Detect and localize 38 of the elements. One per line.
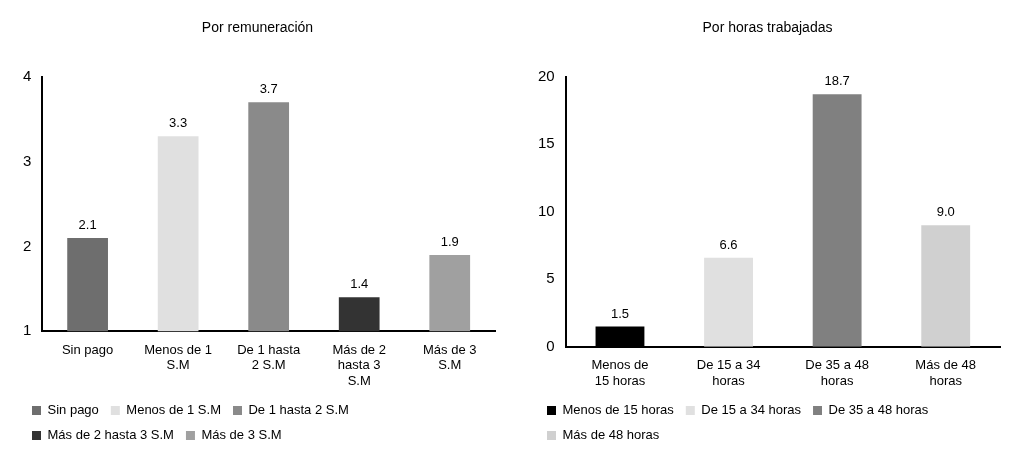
y-tick-label: 4 xyxy=(23,66,32,84)
data-label: 6.6 xyxy=(719,236,738,252)
x-tick-label: Menos de 15 horas xyxy=(591,357,649,388)
legend-label: Sin pago xyxy=(47,402,99,418)
legend-label: Más de 2 hasta 3 S.M xyxy=(47,427,174,443)
y-tick-label: 10 xyxy=(538,201,555,219)
chart-title: Por horas trabajadas xyxy=(702,19,833,36)
y-tick-label: 20 xyxy=(538,66,555,84)
x-tick-label: De 15 a 34 horas xyxy=(696,357,761,388)
legend-label: Menos de 1 S.M xyxy=(126,402,221,418)
data-label: 2.1 xyxy=(78,217,97,232)
y-tick-label: 15 xyxy=(538,134,555,152)
legend-label: Menos de 15 horas xyxy=(562,402,675,418)
y-tick-label: 2 xyxy=(23,236,32,254)
x-tick-label: Más de 48 horas xyxy=(915,357,977,388)
data-label: 3.7 xyxy=(259,81,278,97)
x-tick-label: Menos de 1 S.M xyxy=(144,341,213,373)
legend-label: De 1 hasta 2 S.M xyxy=(248,402,349,418)
x-tick-label: De 1 hasta 2 S.M xyxy=(237,341,301,373)
x-tick-label: Más de 2 hasta 3 S.M xyxy=(332,341,386,388)
legend-label: Más de 3 S.M xyxy=(201,427,282,443)
y-tick-label: 3 xyxy=(23,151,32,169)
data-label: 1.9 xyxy=(440,233,459,249)
data-label: 18.7 xyxy=(824,73,850,89)
x-tick-label: De 35 a 48 horas xyxy=(805,357,869,388)
x-tick-label: Más de 3 S.M xyxy=(422,341,477,373)
y-tick-label: 5 xyxy=(546,269,555,287)
data-label: 1.5 xyxy=(610,305,630,321)
y-tick-label: 0 xyxy=(546,336,555,354)
data-label: 1.4 xyxy=(350,276,369,292)
y-tick-label: 1 xyxy=(23,321,32,339)
data-label: 9.0 xyxy=(936,204,955,220)
legend-label: De 15 a 34 horas xyxy=(701,402,802,418)
x-tick-label: Sin pago xyxy=(61,341,114,357)
legend-label: Más de 48 horas xyxy=(562,427,660,443)
chart-title: Por remuneración xyxy=(201,19,314,36)
data-label: 3.3 xyxy=(169,115,188,131)
legend-label: De 35 a 48 horas xyxy=(828,402,929,418)
